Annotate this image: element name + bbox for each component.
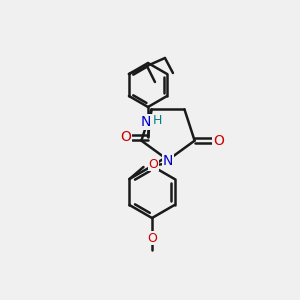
Text: O: O xyxy=(121,130,131,144)
Text: N: N xyxy=(163,154,173,168)
Text: O: O xyxy=(213,134,224,148)
Text: O: O xyxy=(148,158,158,170)
Text: H: H xyxy=(152,115,162,128)
Text: N: N xyxy=(141,115,151,129)
Text: O: O xyxy=(147,232,157,244)
